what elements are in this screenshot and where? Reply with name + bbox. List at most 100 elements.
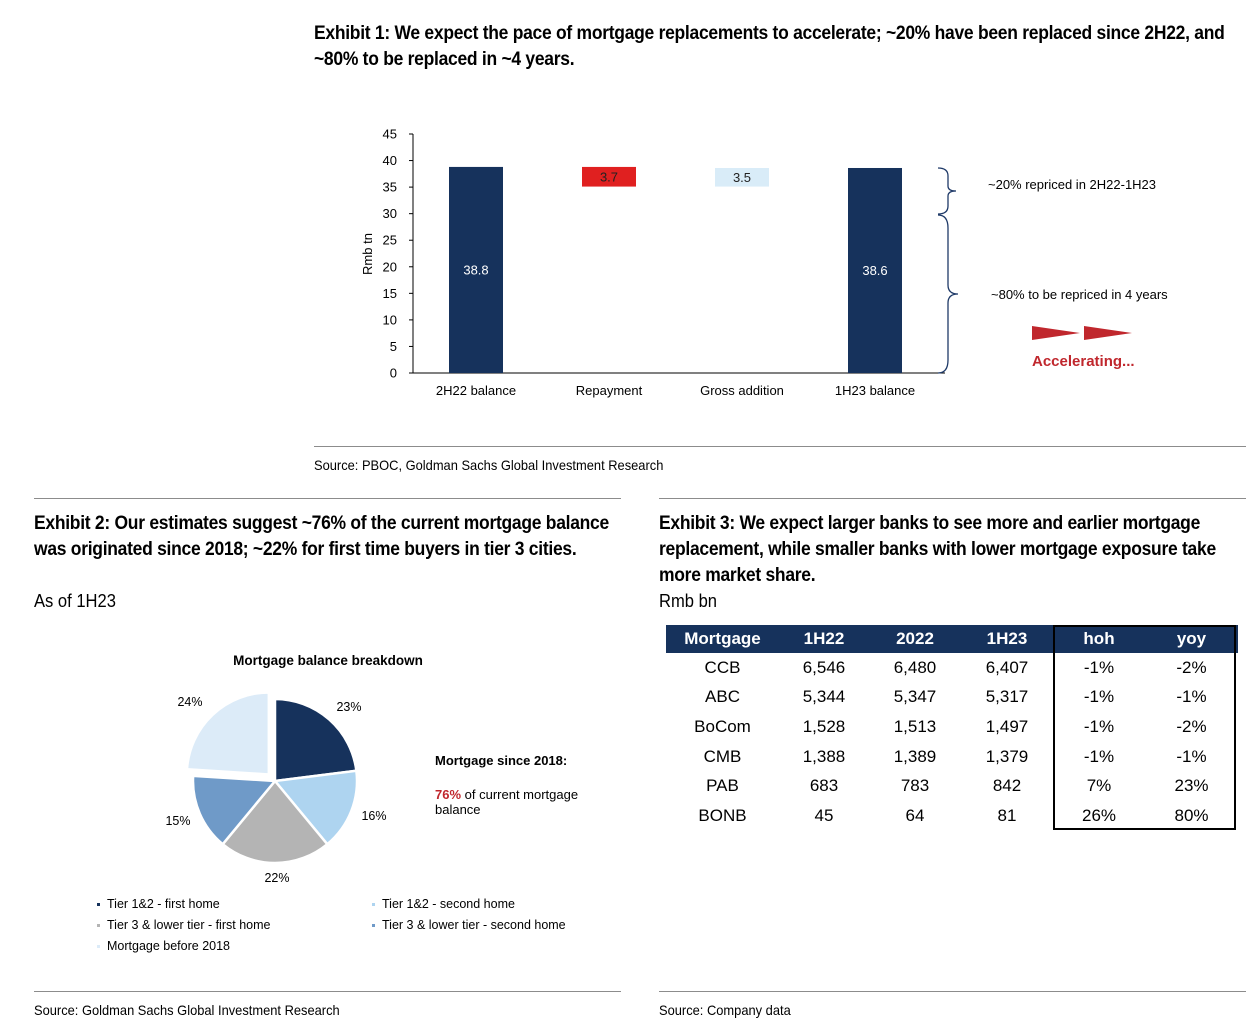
waterfall-bar bbox=[848, 167, 902, 373]
x-category-label: Gross addition bbox=[700, 383, 784, 398]
x-category-label: 2H22 balance bbox=[436, 383, 516, 398]
table-cell: PAB bbox=[706, 776, 739, 796]
bank-mortgage-table: Mortgage 1H22 2022 1H23 hoh yoy CCB 6,546 6,480… bbox=[666, 625, 1238, 831]
pie-slice bbox=[191, 774, 278, 846]
y-tick-label: 30 bbox=[383, 206, 397, 221]
pie-slice-label: 23% bbox=[336, 700, 361, 714]
table-header-cell: 1H23 bbox=[961, 625, 1053, 653]
legend-label: Tier 1&2 - first home bbox=[107, 897, 220, 911]
annotation-20pct: ~20% repriced in 2H22-1H23 bbox=[988, 177, 1156, 192]
exhibit3-source: Source: Company data bbox=[659, 1002, 791, 1018]
accelerate-arrow-icon bbox=[1084, 326, 1132, 340]
table-cell: CMB bbox=[703, 746, 742, 766]
pie-chart: Mortgage balance breakdown 23%16%22%15%2… bbox=[165, 653, 422, 885]
y-tick-label: 5 bbox=[390, 339, 397, 354]
y-tick-label: 40 bbox=[383, 153, 397, 168]
table-cell: BONB bbox=[698, 805, 747, 825]
waterfall-bar bbox=[715, 167, 769, 187]
table-cell: -1% bbox=[1083, 657, 1115, 677]
waterfall-categories: 2H22 balance Repayment Gross addition 1H23 … bbox=[436, 383, 915, 398]
table-cell: 45 bbox=[814, 805, 834, 825]
legend-item: Tier 1&2 - first home bbox=[97, 897, 220, 911]
table-cell: BoCom bbox=[694, 716, 751, 736]
bar-value-label: 38.6 bbox=[862, 263, 887, 278]
pie-slice bbox=[185, 691, 271, 776]
exhibit3-bottom-rule bbox=[659, 991, 1246, 992]
x-category-label: 1H23 balance bbox=[835, 383, 915, 398]
brace-80pct bbox=[937, 214, 959, 374]
table-cell: -2% bbox=[1176, 716, 1207, 736]
table-cell: 26% bbox=[1081, 805, 1117, 825]
pie-labels: 23% 16% 22% 15% 24% bbox=[165, 695, 386, 885]
table-cell: 7% bbox=[1086, 776, 1112, 796]
exhibit2-source: Source: Goldman Sachs Global Investment … bbox=[34, 1002, 340, 1018]
accelerate-arrow-icon bbox=[1032, 326, 1080, 340]
table-cell: 1,528 bbox=[802, 716, 846, 736]
table-cell: 23% bbox=[1174, 776, 1209, 796]
legend-swatch-icon bbox=[97, 903, 100, 907]
legend-swatch-icon bbox=[97, 945, 100, 949]
pie-slice-label: 16% bbox=[361, 809, 386, 823]
table-cell: 80% bbox=[1174, 805, 1209, 825]
table-header-row: Mortgage 1H22 2022 1H23 hoh yoy bbox=[666, 625, 1238, 653]
table-cell: 5,344 bbox=[802, 687, 846, 707]
table-cell: 1,379 bbox=[985, 746, 1029, 766]
waterfall-bar bbox=[449, 166, 503, 373]
exhibit2-subtitle: As of 1H23 bbox=[34, 591, 116, 611]
table-row: CMB 1,388 1,389 1,379 -1% -1% bbox=[666, 742, 1238, 772]
table-cell: CCB bbox=[704, 657, 741, 677]
pie-slice bbox=[272, 769, 359, 846]
table-header-cell: yoy bbox=[1145, 625, 1238, 653]
legend-swatch-icon bbox=[372, 903, 375, 907]
callout-title: Mortgage since 2018: bbox=[435, 753, 568, 768]
callout-pct: 76% bbox=[435, 787, 462, 802]
exhibit3-top-rule bbox=[659, 498, 1246, 499]
pie-slice-label: 15% bbox=[165, 814, 190, 828]
legend-label: Mortgage before 2018 bbox=[107, 939, 231, 953]
exhibit2-bottom-rule bbox=[34, 991, 621, 992]
table-cell: 783 bbox=[900, 776, 930, 796]
table-cell: 1,513 bbox=[893, 716, 937, 736]
table-row: BoCom 1,528 1,513 1,497 -1% -2% bbox=[666, 712, 1238, 742]
legend-swatch-icon bbox=[372, 924, 375, 928]
table-cell: 1,389 bbox=[893, 746, 937, 766]
table-header-cell: hoh bbox=[1053, 625, 1145, 653]
y-tick-label: 45 bbox=[383, 127, 397, 142]
waterfall-bar bbox=[582, 166, 636, 187]
annotation-accelerating: Accelerating... bbox=[1032, 353, 1135, 370]
y-tick-label: 15 bbox=[383, 286, 397, 301]
brace-20pct bbox=[937, 167, 957, 215]
table-cell: -1% bbox=[1083, 746, 1115, 766]
waterfall-y-axis-label: Rmb tn bbox=[360, 233, 375, 275]
table-cell: 6,546 bbox=[802, 657, 846, 677]
waterfall-chart: 0 5 10 15 20 25 30 35 40 45 38.8 3.7 3.5 38.6 2H22 b… bbox=[360, 127, 1168, 399]
table-header-cell: 2022 bbox=[869, 625, 961, 653]
table-cell: -2% bbox=[1176, 657, 1207, 677]
pie-slice-label: 24% bbox=[177, 695, 202, 709]
legend-item: Tier 3 & lower tier - first home bbox=[97, 918, 270, 932]
table-row: CCB 6,546 6,480 6,407 -1% -2% bbox=[666, 653, 1238, 683]
table-row: PAB 683 783 842 7% 23% bbox=[666, 771, 1238, 801]
waterfall-bars: 38.8 3.7 3.5 38.6 bbox=[449, 166, 902, 373]
table-cell: 842 bbox=[992, 776, 1022, 796]
pie-slices bbox=[185, 691, 359, 865]
legend-item: Tier 3 & lower tier - second home bbox=[372, 918, 566, 932]
y-tick-label: 20 bbox=[383, 259, 397, 274]
y-tick-label: 10 bbox=[383, 312, 397, 327]
exhibit1-title: Exhibit 1: We expect the pace of mortgag… bbox=[314, 23, 1225, 70]
table-header-cell: 1H22 bbox=[779, 625, 869, 653]
table-cell: -1% bbox=[1083, 687, 1115, 707]
exhibit2-title: Exhibit 2: Our estimates suggest ~76% of… bbox=[34, 513, 609, 560]
x-category-label: Repayment bbox=[576, 383, 643, 398]
table-row: ABC 5,344 5,347 5,317 -1% -1% bbox=[666, 683, 1238, 713]
pie-slice bbox=[220, 779, 330, 865]
exhibit3-title: Exhibit 3: We expect larger banks to see… bbox=[659, 513, 1216, 586]
bar-value-label: 3.5 bbox=[733, 170, 751, 185]
bar-value-label: 38.8 bbox=[463, 262, 488, 277]
legend-label: Tier 1&2 - second home bbox=[382, 897, 515, 911]
table-cell: 6,480 bbox=[893, 657, 937, 677]
y-tick-label: 25 bbox=[383, 233, 397, 248]
pie-slice-label: 22% bbox=[264, 871, 289, 885]
table-cell: 1,497 bbox=[985, 716, 1029, 736]
legend-item: Mortgage before 2018 bbox=[97, 939, 230, 953]
